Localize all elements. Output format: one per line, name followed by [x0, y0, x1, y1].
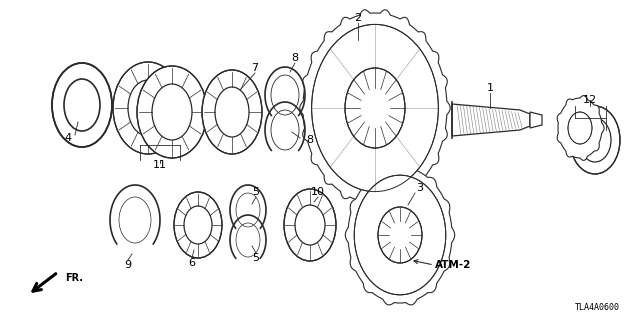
Text: 5: 5	[253, 187, 259, 197]
Text: 6: 6	[189, 258, 195, 268]
Text: 5: 5	[253, 253, 259, 263]
Ellipse shape	[202, 70, 262, 154]
Text: 8: 8	[291, 53, 299, 63]
Text: 2: 2	[355, 13, 362, 23]
Ellipse shape	[284, 189, 336, 261]
Ellipse shape	[345, 68, 405, 148]
Ellipse shape	[570, 106, 620, 174]
Polygon shape	[346, 165, 454, 305]
Text: 11: 11	[153, 160, 167, 170]
Text: 9: 9	[124, 260, 132, 270]
Ellipse shape	[378, 207, 422, 263]
Text: FR.: FR.	[65, 273, 83, 283]
Ellipse shape	[52, 63, 112, 147]
Ellipse shape	[355, 175, 446, 295]
Text: 12: 12	[583, 95, 597, 105]
Text: TLA4A0600: TLA4A0600	[575, 303, 620, 312]
Polygon shape	[530, 112, 542, 128]
Polygon shape	[300, 10, 450, 206]
Ellipse shape	[137, 66, 207, 158]
Ellipse shape	[174, 192, 222, 258]
Ellipse shape	[113, 62, 183, 154]
Ellipse shape	[312, 24, 438, 192]
Polygon shape	[557, 96, 604, 160]
Polygon shape	[452, 104, 530, 136]
Text: ATM-2: ATM-2	[435, 260, 472, 270]
Text: 8: 8	[307, 135, 314, 145]
Text: 4: 4	[65, 133, 72, 143]
Ellipse shape	[568, 112, 592, 144]
Text: 1: 1	[486, 83, 493, 93]
Text: 10: 10	[311, 187, 325, 197]
Text: 7: 7	[252, 63, 259, 73]
Text: 3: 3	[417, 183, 424, 193]
